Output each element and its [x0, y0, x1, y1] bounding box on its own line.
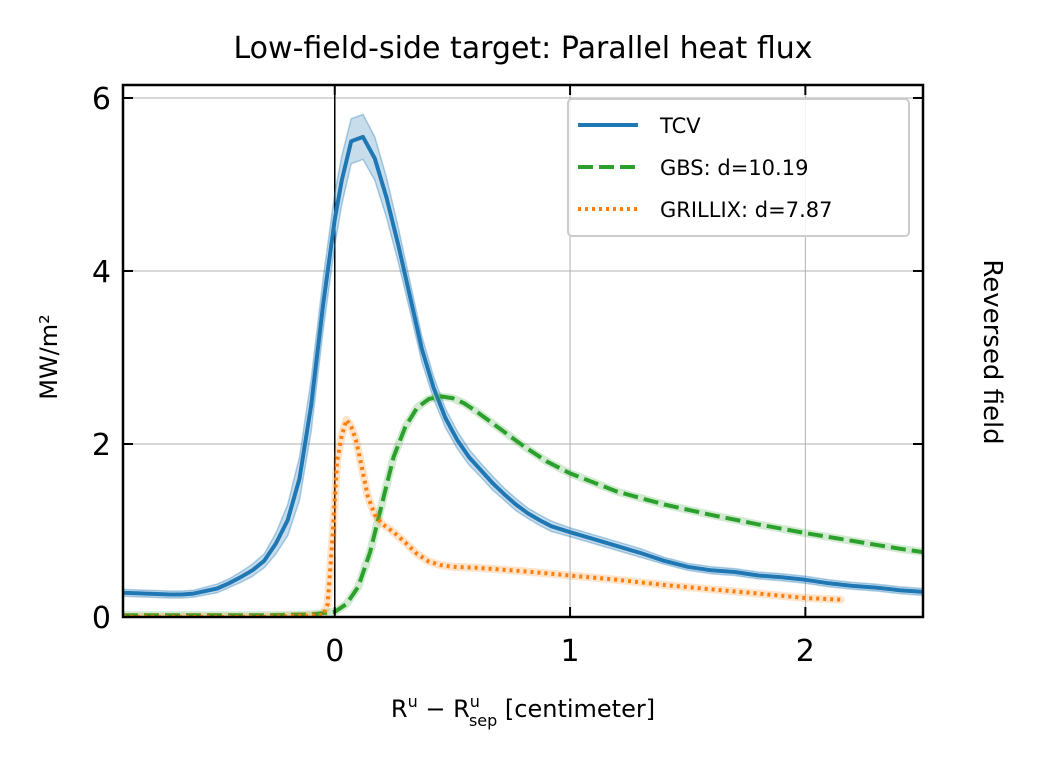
x-label-base-2: R: [453, 695, 470, 723]
ticks: 0 1 2 0 2 4 6: [92, 82, 923, 669]
x-label-sup1: u: [408, 692, 418, 711]
x-axis-label: Ru − Ru sep [centimeter]: [391, 692, 655, 730]
legend: TCV GBS: d=10.19 GRILLIX: d=7.87: [567, 98, 910, 237]
series-band-0: [123, 113, 923, 599]
axes: [121, 83, 925, 619]
legend-label-2: GRILLIX: d=7.87: [660, 198, 832, 222]
x-label-units: [centimeter]: [497, 695, 655, 723]
axes-frame: [121, 83, 925, 619]
x-tick-label: 2: [796, 634, 815, 669]
y-tick-label: 2: [92, 428, 111, 463]
y-tick-label: 6: [92, 82, 111, 117]
y-tick-label: 4: [92, 255, 111, 290]
x-label-sub2: sep: [469, 711, 497, 730]
series-line-2: [123, 417, 841, 617]
legend-label-1: GBS: d=10.19: [660, 156, 808, 180]
series-line-0: [123, 134, 923, 597]
chart-title: Low-field-side target: Parallel heat flu…: [234, 31, 813, 66]
x-label-base: R: [391, 695, 408, 723]
x-label-minus: −: [418, 695, 453, 723]
x-label-sup2: u: [470, 692, 480, 711]
y-axis-label: MW/m²: [35, 314, 63, 400]
x-tick-label: 1: [561, 634, 580, 669]
side-label: Reversed field: [977, 259, 1007, 444]
y-tick-label: 0: [92, 601, 111, 636]
x-tick-label: 0: [325, 634, 344, 669]
legend-box: [567, 98, 910, 237]
series-line-1: [123, 394, 923, 617]
legend-label-0: TCV: [659, 114, 701, 138]
plot-area: [123, 113, 923, 617]
